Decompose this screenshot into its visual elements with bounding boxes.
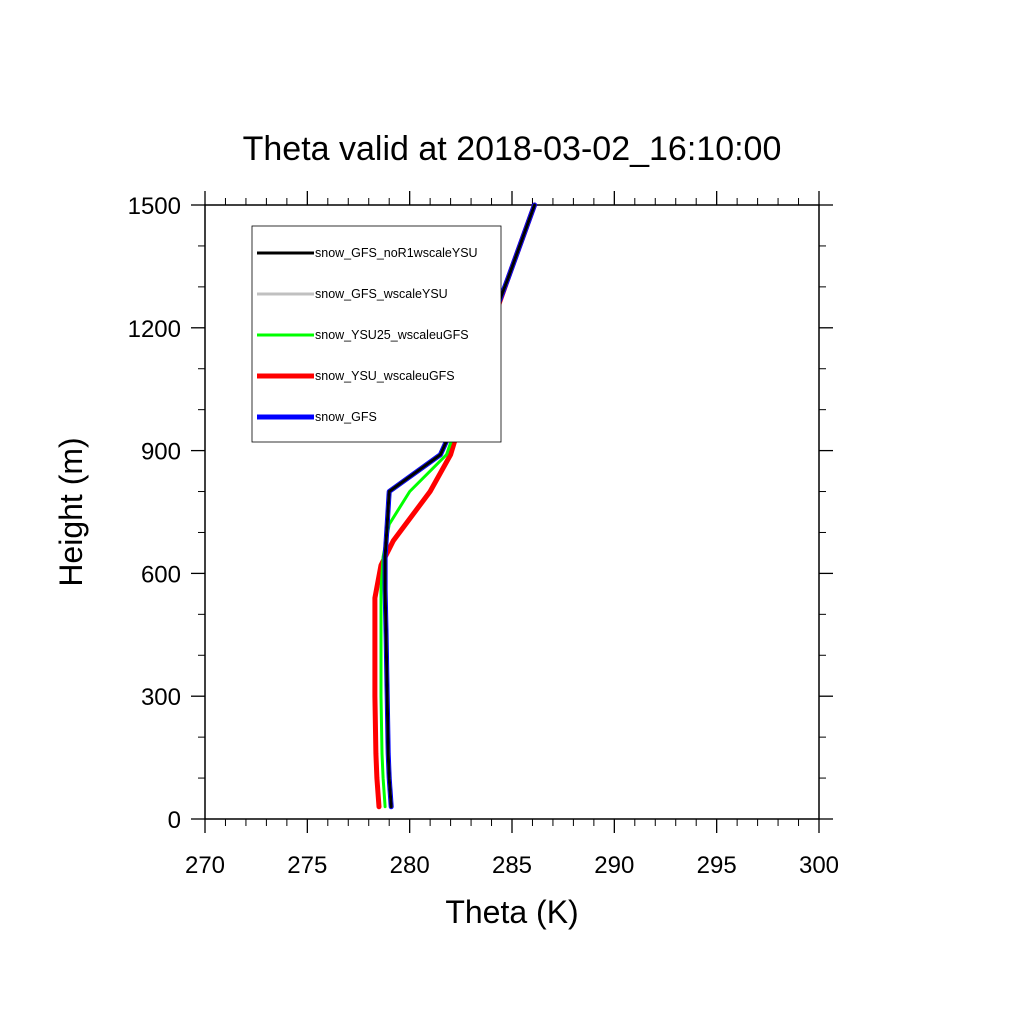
axis-ticks (191, 191, 833, 833)
chart-title: Theta valid at 2018-03-02_16:10:00 (243, 130, 782, 168)
y-tick-label: 1500 (128, 193, 181, 220)
x-axis-label: Theta (K) (445, 894, 578, 930)
legend-label: snow_GFS_wscaleYSU (315, 287, 448, 301)
axis-tick-labels: 270 275 280 285 290 295 300 0 300 600 900 1200 1500 (128, 193, 839, 879)
y-tick-label: 0 (168, 807, 181, 834)
y-tick-label: 1200 (128, 316, 181, 343)
x-tick-label: 275 (287, 852, 327, 879)
x-tick-label: 270 (185, 852, 225, 879)
legend-label: snow_GFS (315, 410, 377, 424)
y-tick-label: 300 (141, 684, 181, 711)
legend-label: snow_GFS_noR1wscaleYSU (315, 246, 478, 260)
y-axis-label: Height (m) (53, 437, 89, 586)
x-tick-label: 290 (594, 852, 634, 879)
legend-label: snow_YSU_wscaleuGFS (315, 369, 455, 383)
legend-label: snow_YSU25_wscaleuGFS (315, 328, 469, 342)
x-tick-label: 300 (799, 852, 839, 879)
y-tick-label: 900 (141, 439, 181, 466)
legend: snow_GFS_noR1wscaleYSU snow_GFS_wscaleYSU… (251, 225, 502, 443)
y-tick-label: 600 (141, 561, 181, 588)
x-tick-label: 295 (697, 852, 737, 879)
x-tick-label: 285 (492, 852, 532, 879)
x-tick-label: 280 (390, 852, 430, 879)
